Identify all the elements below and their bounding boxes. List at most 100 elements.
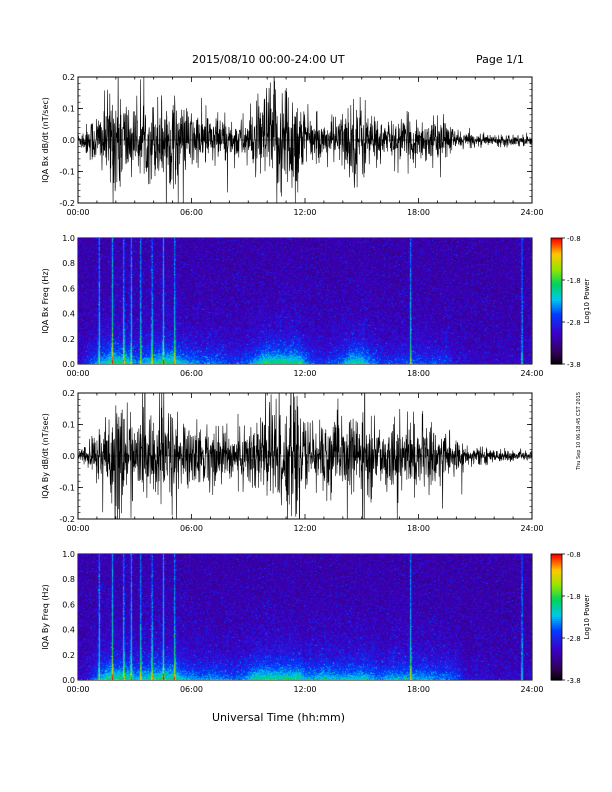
colorbar-swatch xyxy=(551,635,562,639)
colorbar-swatch xyxy=(551,558,562,561)
colorbar-swatch xyxy=(551,568,562,572)
colorbar-swatch xyxy=(551,562,562,566)
x-axis-title: Universal Time (hh:mm) xyxy=(212,711,345,724)
colorbar-swatch xyxy=(551,326,562,329)
colorbar-swatch xyxy=(551,579,562,582)
y-tick-label: 0.0 xyxy=(62,452,75,461)
colorbar-swatch xyxy=(551,570,562,574)
y-axis-title: IQA By dB/dt (nT/sec) xyxy=(41,413,50,499)
colorbar-swatch xyxy=(551,656,562,660)
colorbar-title: Log10 Power xyxy=(583,594,591,639)
colorbar-swatch xyxy=(551,353,562,357)
y-tick-label: 0.0 xyxy=(62,360,75,369)
y-tick-label: 0.4 xyxy=(62,310,75,319)
colorbar-swatch xyxy=(551,621,562,624)
colorbar-swatch xyxy=(551,608,562,612)
x-tick-label: 24:00 xyxy=(520,369,543,378)
y-tick-label: 0.2 xyxy=(62,335,75,344)
colorbar-swatch xyxy=(551,303,562,306)
x-tick-label: 18:00 xyxy=(407,524,430,533)
x-tick-label: 18:00 xyxy=(407,369,430,378)
colorbar-tick-label: -1.8 xyxy=(567,277,581,285)
y-tick-label: 0.6 xyxy=(62,600,75,609)
x-tick-label: 06:00 xyxy=(180,208,203,217)
colorbar-swatch xyxy=(551,577,562,580)
colorbar-swatch xyxy=(551,602,562,605)
colorbar-swatch xyxy=(551,625,562,629)
colorbar-swatch xyxy=(551,250,562,254)
colorbar-swatch xyxy=(551,328,562,331)
colorbar-swatch xyxy=(551,238,562,241)
colorbar-swatch xyxy=(551,560,562,563)
colorbar-swatch xyxy=(551,585,562,589)
x-tick-label: 00:00 xyxy=(66,685,89,694)
x-tick-label: 12:00 xyxy=(293,685,316,694)
colorbar-swatch xyxy=(551,311,562,315)
colorbar-swatch xyxy=(551,359,562,363)
colorbar-swatch xyxy=(551,296,562,300)
colorbar-swatch xyxy=(551,361,562,365)
colorbar-swatch xyxy=(551,282,562,285)
y-tick-label: 0.2 xyxy=(62,651,75,660)
colorbar-swatch xyxy=(551,252,562,256)
colorbar-swatch xyxy=(551,614,562,618)
colorbar-swatch xyxy=(551,292,562,296)
colorbar-swatch xyxy=(551,564,562,568)
y-axis-title: IQA By Freq (Hz) xyxy=(41,584,50,650)
colorbar-swatch xyxy=(551,671,562,675)
colorbar xyxy=(550,553,565,681)
colorbar-tick-label: -0.8 xyxy=(567,551,581,559)
colorbar-swatch xyxy=(551,254,562,258)
y-tick-label: 0.1 xyxy=(62,421,75,430)
colorbar-swatch xyxy=(551,644,562,647)
y-tick-label: 0.2 xyxy=(62,73,75,82)
colorbar-swatch xyxy=(551,288,562,292)
colorbar-swatch xyxy=(551,623,562,626)
colorbar-swatch xyxy=(551,267,562,271)
y-tick-label: 0.4 xyxy=(62,626,75,635)
x-tick-label: 18:00 xyxy=(407,208,430,217)
colorbar-swatch xyxy=(551,646,562,650)
x-tick-label: 12:00 xyxy=(293,208,316,217)
colorbar-swatch xyxy=(551,591,562,595)
x-tick-label: 00:00 xyxy=(66,369,89,378)
colorbar-swatch xyxy=(551,566,562,570)
colorbar-swatch xyxy=(551,640,562,643)
series-line xyxy=(78,77,532,203)
colorbar-swatch xyxy=(551,240,562,243)
colorbar-swatch xyxy=(551,307,562,310)
colorbar-swatch xyxy=(551,619,562,622)
colorbar-swatch xyxy=(551,332,562,336)
y-tick-label: 0.0 xyxy=(62,676,75,685)
colorbar-tick-label: -0.8 xyxy=(567,235,581,243)
colorbar-swatch xyxy=(551,294,562,298)
colorbar-swatch xyxy=(551,587,562,591)
y-tick-label: 0.1 xyxy=(62,105,75,114)
colorbar-swatch xyxy=(551,336,562,340)
colorbar-frame xyxy=(550,553,563,681)
colorbar-swatch xyxy=(551,347,562,350)
colorbar-swatch xyxy=(551,669,562,673)
colorbar-swatch xyxy=(551,244,562,247)
colorbar xyxy=(550,237,565,365)
figure-title: 2015/08/10 00:00-24:00 UT xyxy=(192,53,345,66)
y-axis-title: IQA Bx Freq (Hz) xyxy=(41,268,50,334)
colorbar-swatch xyxy=(551,357,562,361)
colorbar-swatch xyxy=(551,610,562,614)
x-tick-label: 00:00 xyxy=(66,208,89,217)
colorbar-swatch xyxy=(551,261,562,264)
x-tick-label: 12:00 xyxy=(293,524,316,533)
colorbar-tick-label: -1.8 xyxy=(567,593,581,601)
y-tick-label: -0.1 xyxy=(59,168,75,177)
colorbar-swatch xyxy=(551,596,562,599)
colorbar-swatch xyxy=(551,638,562,641)
y-tick-label: 0.2 xyxy=(62,389,75,398)
colorbar-swatch xyxy=(551,305,562,308)
colorbar-swatch xyxy=(551,265,562,268)
colorbar-swatch xyxy=(551,663,562,666)
colorbar-frame xyxy=(550,237,563,365)
x-tick-label: 12:00 xyxy=(293,369,316,378)
colorbar-swatch xyxy=(551,604,562,608)
colorbar-swatch xyxy=(551,575,562,578)
colorbar-swatch xyxy=(551,600,562,603)
